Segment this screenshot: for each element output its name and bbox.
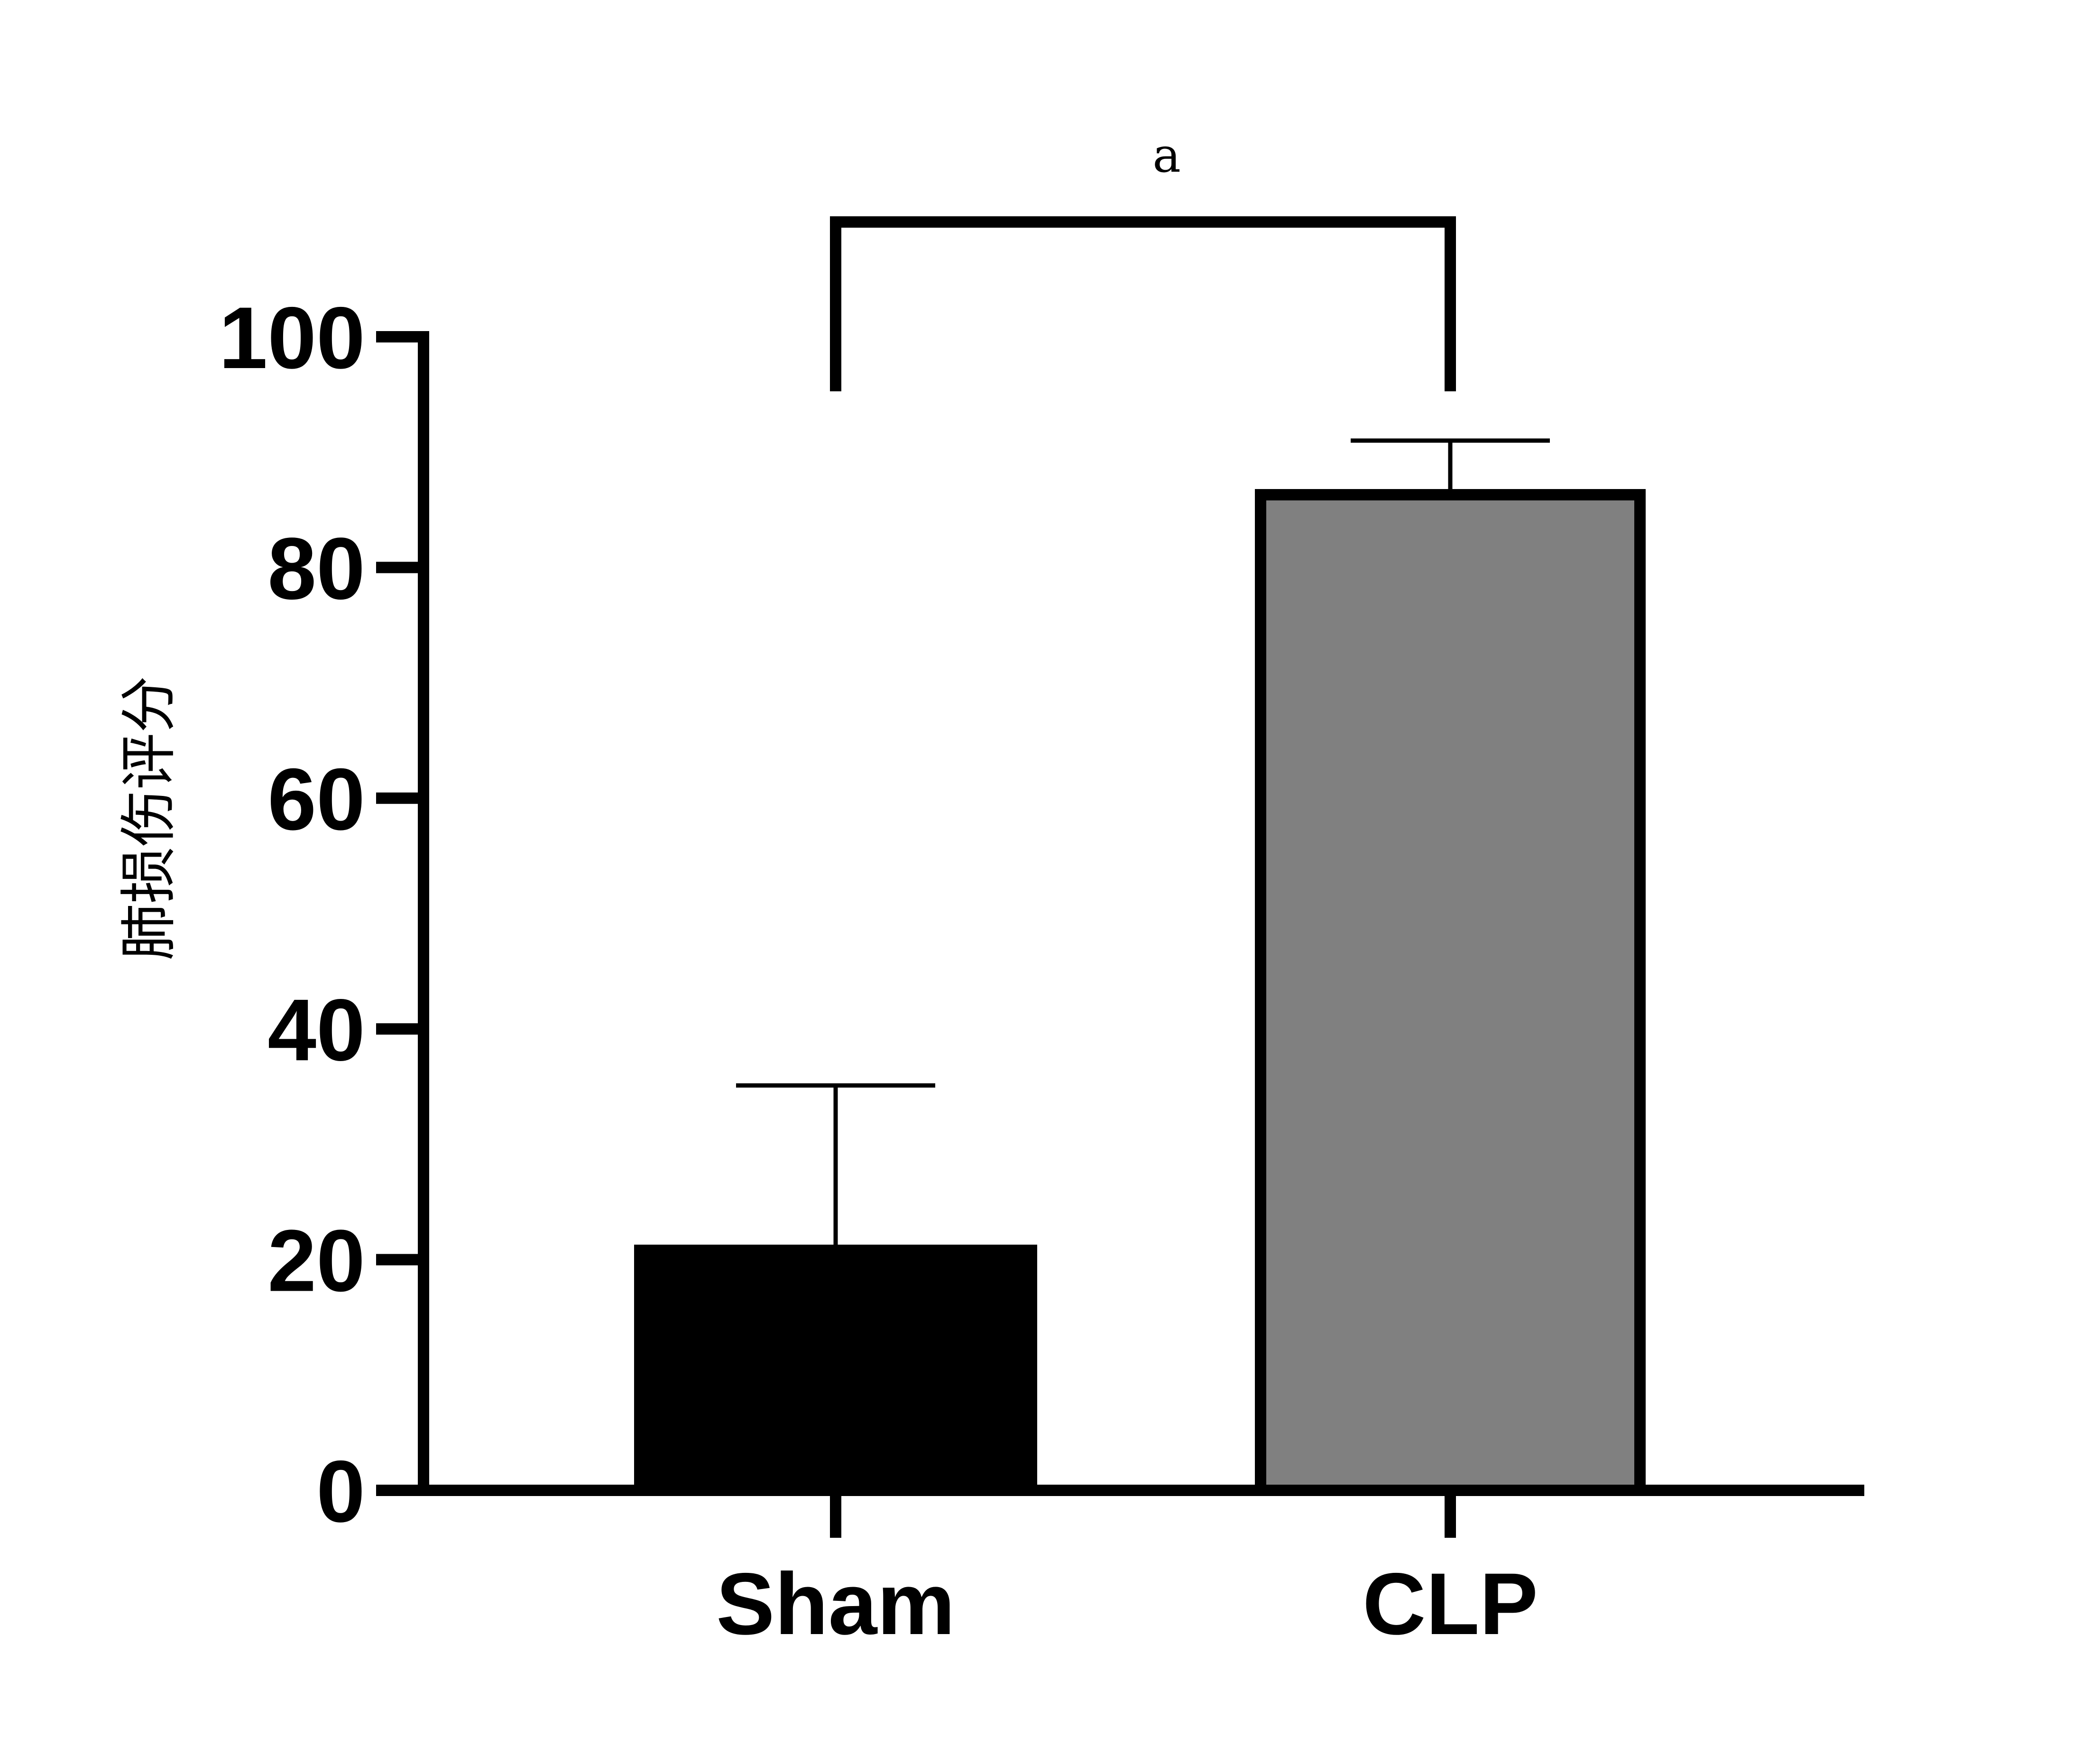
y-tick-label: 100 — [219, 289, 365, 387]
y-tick-label: 40 — [267, 981, 365, 1079]
significance-label: a — [1152, 128, 1181, 183]
y-tick-label: 80 — [267, 520, 365, 618]
axes-layer — [376, 331, 1864, 1496]
significance-bracket: a — [830, 128, 1456, 391]
x-ticks: Sham CLP — [716, 1490, 1538, 1653]
y-tick-label: 20 — [267, 1212, 365, 1310]
x-tick-label-sham: Sham — [716, 1555, 955, 1653]
significance-bracket-line — [830, 216, 1456, 391]
y-ticks: 0 20 40 60 80 100 — [219, 289, 424, 1541]
y-tick-label: 0 — [316, 1443, 365, 1541]
error-bars-layer — [736, 438, 1550, 1245]
y-axis-label: 肺损伤评分 — [116, 676, 182, 961]
x-tick-label-clp: CLP — [1363, 1555, 1538, 1653]
bar-clp — [1255, 489, 1646, 1497]
y-tick-label: 60 — [267, 751, 365, 849]
bar-sham — [634, 1244, 1037, 1490]
bars-layer — [634, 489, 1646, 1497]
